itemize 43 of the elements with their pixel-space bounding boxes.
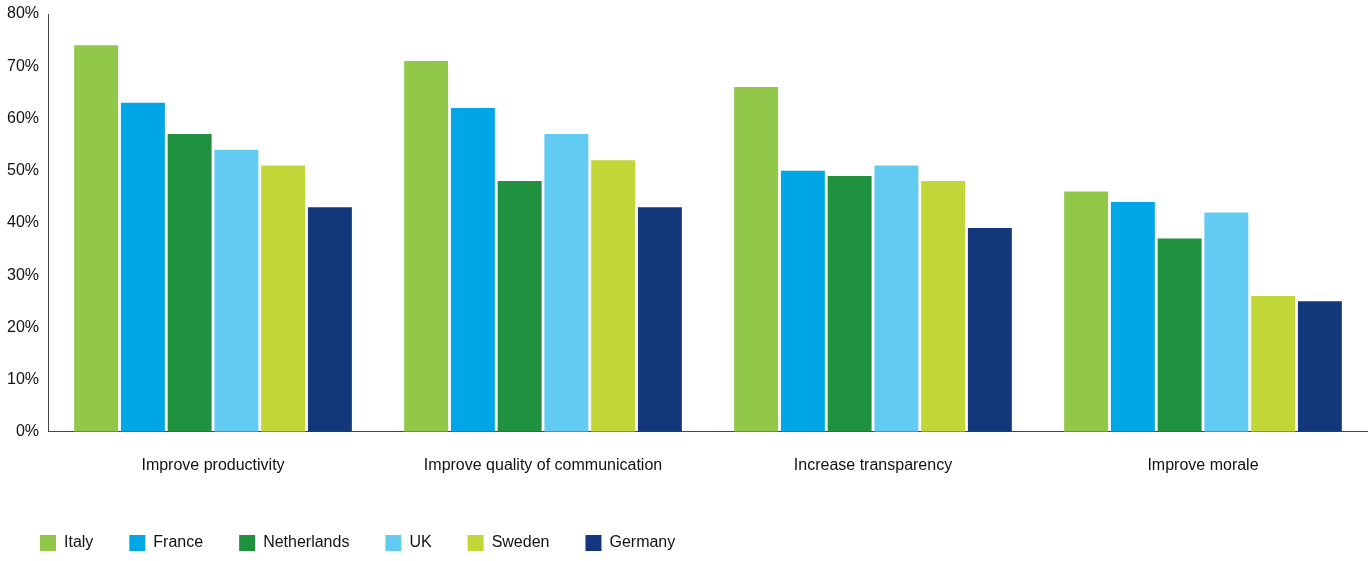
y-tick-label: 40% xyxy=(6,213,40,231)
bar xyxy=(1204,212,1249,432)
legend-label: Sweden xyxy=(491,533,550,551)
legend-label: Germany xyxy=(609,533,676,551)
bar xyxy=(734,87,779,432)
bar xyxy=(1157,238,1202,432)
bar xyxy=(404,61,449,432)
bar xyxy=(637,207,682,432)
bar xyxy=(74,45,119,432)
x-tick-label: Improve quality of communication xyxy=(423,455,663,473)
bar xyxy=(874,165,919,432)
bar xyxy=(167,134,212,432)
legend-label: UK xyxy=(409,533,432,551)
y-tick-label: 70% xyxy=(6,56,40,74)
bar xyxy=(780,170,825,432)
legend-label: Italy xyxy=(64,533,94,551)
y-tick-label: 30% xyxy=(6,265,40,283)
bar xyxy=(591,160,636,432)
bar xyxy=(544,134,589,432)
bar xyxy=(967,228,1012,432)
bar xyxy=(214,149,259,432)
y-tick-label: 80% xyxy=(6,4,40,22)
bar xyxy=(307,207,352,432)
bar xyxy=(1110,202,1155,432)
x-tick-label: Improve morale xyxy=(1147,455,1259,473)
y-tick-label: 50% xyxy=(6,161,40,179)
bar xyxy=(1064,191,1109,432)
bar xyxy=(827,175,872,432)
y-tick-label: 0% xyxy=(15,422,40,440)
legend-label: Netherlands xyxy=(263,533,350,551)
bar xyxy=(120,102,165,432)
legend-label: France xyxy=(153,533,204,551)
bar xyxy=(261,165,306,432)
y-tick-label: 20% xyxy=(6,317,40,335)
x-tick-label: Increase transparency xyxy=(793,455,953,473)
bar xyxy=(497,181,542,432)
x-tick-label: Improve productivity xyxy=(141,455,285,473)
bar xyxy=(1251,296,1296,432)
bar xyxy=(921,181,966,432)
y-tick-label: 60% xyxy=(6,108,40,126)
y-tick-label: 10% xyxy=(6,369,40,387)
bar xyxy=(1297,301,1342,432)
bar xyxy=(450,108,495,432)
